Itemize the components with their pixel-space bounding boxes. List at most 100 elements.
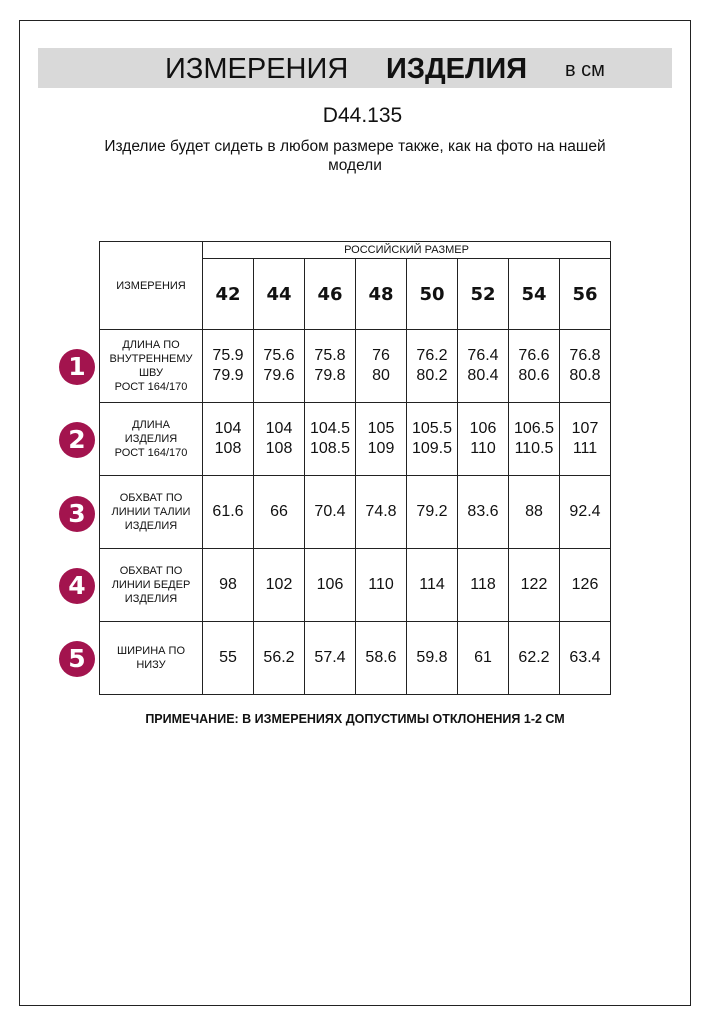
- value: 80.8: [569, 367, 601, 384]
- value: 75.9: [212, 347, 244, 364]
- size-header: 48: [355, 258, 407, 330]
- value: 114: [419, 576, 445, 593]
- value: 105: [367, 420, 395, 437]
- label-line: ДЛИНА ПО: [122, 339, 180, 351]
- value-cell: 61: [457, 621, 509, 695]
- value: 74.8: [365, 503, 397, 520]
- value: 61.6: [212, 503, 244, 520]
- value-cell: 126: [559, 548, 611, 622]
- title-banner: ИЗМЕРЕНИЯ ИЗДЕЛИЯ в см: [38, 48, 672, 88]
- value: 122: [520, 576, 548, 593]
- value: 76.4: [467, 347, 499, 364]
- value: 57.4: [314, 649, 346, 666]
- table-row: ШИРИНА ПО НИЗУ 55 56.2 57.4 58.6 59.8 61 62.2 63.…: [99, 621, 611, 695]
- value: 110.5: [514, 440, 554, 457]
- label-line: ИЗДЕЛИЯ: [124, 433, 178, 445]
- number-badge: 4: [59, 568, 95, 604]
- value-cell: 114: [406, 548, 458, 622]
- table-row: ОБХВАТ ПО ЛИНИИ ТАЛИИ ИЗДЕЛИЯ 61.6 66 70.4 74.…: [99, 475, 611, 549]
- measure-header: ИЗМЕРЕНИЯ: [99, 241, 203, 330]
- value: 63.4: [569, 649, 601, 666]
- value: 58.6: [365, 649, 397, 666]
- value: 126: [571, 576, 599, 593]
- value-cell: 106.5 110.5: [508, 402, 560, 476]
- value-cell: 63.4: [559, 621, 611, 695]
- label-line: ИЗДЕЛИЯ: [124, 520, 178, 532]
- value-cell: 55: [202, 621, 254, 695]
- value: 106.5: [513, 420, 555, 437]
- value: 110: [470, 440, 496, 457]
- value-cell: 118: [457, 548, 509, 622]
- value-cell: 83.6: [457, 475, 509, 549]
- measure-label: ДЛИНА ИЗДЕЛИЯ РОСТ 164/170: [99, 402, 203, 476]
- label-line: ЛИНИИ ТАЛИИ: [111, 506, 191, 518]
- value: 83.6: [467, 503, 499, 520]
- value: 102: [265, 576, 293, 593]
- value-cell: 102: [253, 548, 305, 622]
- value: 105.5: [411, 420, 453, 437]
- value: 88: [525, 503, 543, 520]
- value-cell: 75.8 79.8: [304, 329, 356, 403]
- value: 61: [474, 649, 492, 666]
- note: ПРИМЕЧАНИЕ: В ИЗМЕРЕНИЯХ ДОПУСТИМЫ ОТКЛО…: [145, 712, 565, 726]
- value-cell: 76.8 80.8: [559, 329, 611, 403]
- value-cell: 106 110: [457, 402, 509, 476]
- label-line: РОСТ 164/170: [114, 447, 188, 459]
- value: 107: [571, 420, 599, 437]
- value: 80.4: [467, 367, 499, 384]
- number-badge: 5: [59, 641, 95, 677]
- title-regular: ИЗМЕРЕНИЯ: [165, 53, 349, 85]
- size-header: 46: [304, 258, 356, 330]
- value: 108: [265, 440, 293, 457]
- value: 55: [219, 649, 237, 666]
- size-header: 50: [406, 258, 458, 330]
- measure-label: ОБХВАТ ПО ЛИНИИ БЕДЕР ИЗДЕЛИЯ: [99, 548, 203, 622]
- value: 76.8: [569, 347, 601, 364]
- size-header: 52: [457, 258, 509, 330]
- value-cell: 70.4: [304, 475, 356, 549]
- value-cell: 107 111: [559, 402, 611, 476]
- value: 79.8: [314, 367, 346, 384]
- value-cell: 76.6 80.6: [508, 329, 560, 403]
- value-cell: 92.4: [559, 475, 611, 549]
- label-line: ЛИНИИ БЕДЕР: [111, 579, 191, 591]
- label-line: ИЗДЕЛИЯ: [124, 593, 178, 605]
- value: 104: [214, 420, 242, 437]
- measure-label: ОБХВАТ ПО ЛИНИИ ТАЛИИ ИЗДЕЛИЯ: [99, 475, 203, 549]
- value: 104.5: [309, 420, 351, 437]
- number-badge: 3: [59, 496, 95, 532]
- value-cell: 105.5 109.5: [406, 402, 458, 476]
- value-cell: 75.9 79.9: [202, 329, 254, 403]
- table-row: ДЛИНА ИЗДЕЛИЯ РОСТ 164/170 104 108 104 108 104.…: [99, 402, 611, 476]
- value-cell: 98: [202, 548, 254, 622]
- value-cell: 62.2: [508, 621, 560, 695]
- value-cell: 59.8: [406, 621, 458, 695]
- label-line: ВНУТРЕННЕМУ: [109, 353, 193, 365]
- value: 62.2: [518, 649, 550, 666]
- value-cell: 104.5 108.5: [304, 402, 356, 476]
- value-cell: 75.6 79.6: [253, 329, 305, 403]
- measure-label: ДЛИНА ПО ВНУТРЕННЕМУ ШВУ РОСТ 164/170: [99, 329, 203, 403]
- value: 111: [572, 440, 598, 457]
- value-cell: 88: [508, 475, 560, 549]
- value-cell: 76.2 80.2: [406, 329, 458, 403]
- measure-label: ШИРИНА ПО НИЗУ: [99, 621, 203, 695]
- label-line: ШИРИНА ПО: [116, 645, 186, 657]
- value: 104: [265, 420, 293, 437]
- value: 108: [214, 440, 242, 457]
- value: 79.2: [416, 503, 448, 520]
- size-header: 56: [559, 258, 611, 330]
- value-cell: 76 80: [355, 329, 407, 403]
- value: 98: [219, 576, 237, 593]
- value-cell: 57.4: [304, 621, 356, 695]
- value-cell: 106: [304, 548, 356, 622]
- value-cell: 66: [253, 475, 305, 549]
- label-line: ШВУ: [138, 367, 164, 379]
- value: 75.8: [314, 347, 346, 364]
- value-cell: 104 108: [202, 402, 254, 476]
- value: 109: [367, 440, 395, 457]
- label-line: РОСТ 164/170: [114, 381, 188, 393]
- value: 79.6: [263, 367, 295, 384]
- value-cell: 61.6: [202, 475, 254, 549]
- value-cell: 74.8: [355, 475, 407, 549]
